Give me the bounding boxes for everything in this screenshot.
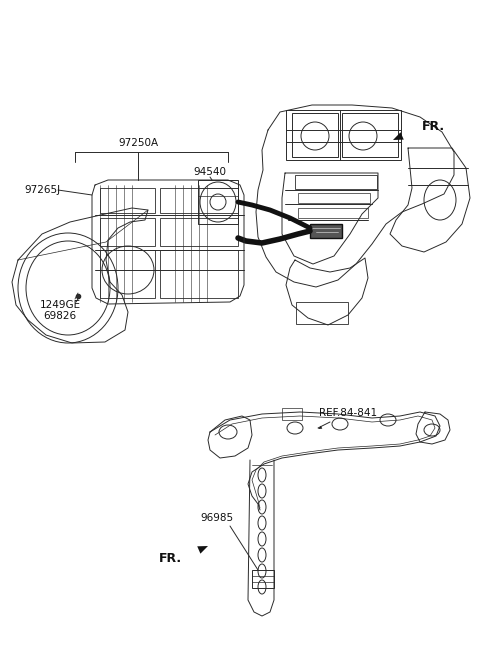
Text: 97250A: 97250A — [118, 138, 158, 148]
Bar — [286, 110, 401, 160]
Polygon shape — [197, 546, 208, 554]
Bar — [100, 250, 155, 298]
Bar — [292, 113, 338, 157]
Bar — [160, 188, 238, 213]
Bar — [282, 408, 302, 420]
Bar — [100, 218, 155, 246]
Text: 1249GE: 1249GE — [39, 300, 81, 310]
Bar — [252, 570, 274, 588]
Bar — [160, 218, 238, 246]
Text: REF.84-841: REF.84-841 — [319, 408, 377, 418]
Text: FR.: FR. — [422, 119, 445, 133]
Bar — [295, 175, 377, 189]
Bar — [310, 224, 342, 238]
Text: FR.: FR. — [159, 552, 182, 565]
Text: 96985: 96985 — [201, 513, 234, 523]
Bar — [298, 208, 368, 218]
Text: 69826: 69826 — [43, 311, 77, 321]
Polygon shape — [318, 426, 322, 429]
Polygon shape — [393, 133, 404, 140]
Bar — [160, 250, 238, 298]
Bar — [296, 302, 348, 324]
Text: 97265J: 97265J — [24, 185, 60, 195]
Bar — [198, 180, 238, 224]
Bar — [298, 193, 370, 203]
Bar — [100, 188, 155, 213]
Text: 94540: 94540 — [193, 167, 227, 177]
Bar — [342, 113, 398, 157]
